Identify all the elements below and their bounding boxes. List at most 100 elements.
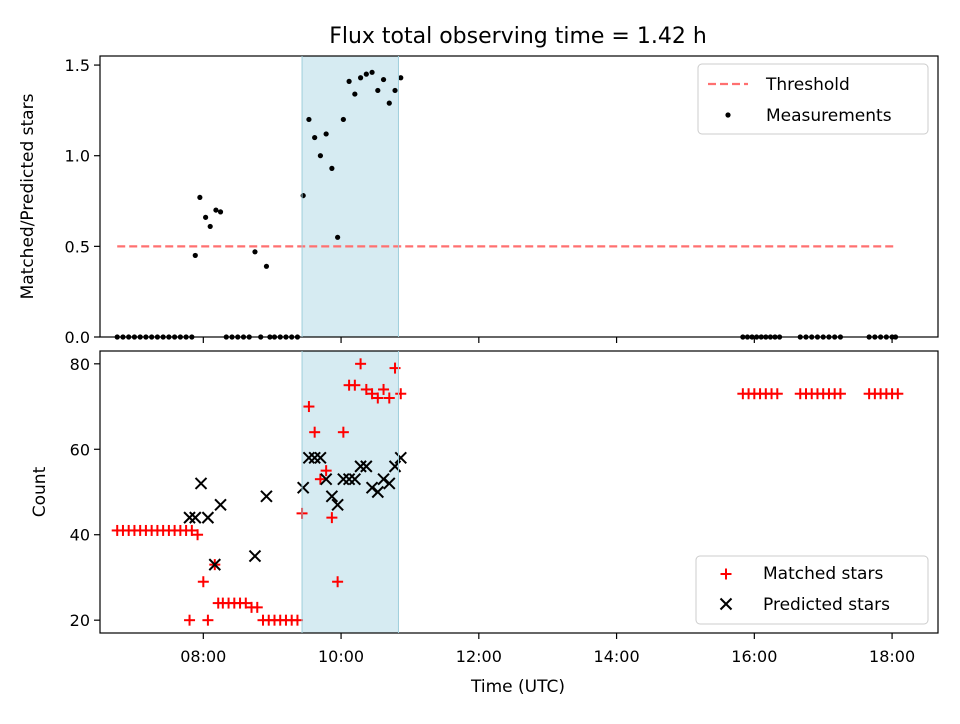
measurement-point (192, 252, 198, 259)
matched-star-point (192, 529, 204, 541)
matched-star-point (892, 388, 904, 400)
measurement-point (340, 116, 346, 123)
predicted-star-point-b (194, 477, 208, 490)
y-tick-label: 1.5 (65, 56, 90, 75)
top-legend: Threshold Measurements (697, 63, 929, 135)
predicted-star-point-b (296, 481, 310, 494)
top-highlight-span (302, 56, 399, 337)
x-tick-label: 18:00 (869, 647, 915, 666)
legend-threshold-label: Threshold (765, 75, 850, 95)
matched-star-point (202, 614, 214, 626)
measurement-point (252, 249, 258, 255)
legend-matched-swatch (720, 568, 732, 580)
matched-star-point (395, 388, 407, 400)
matched-star-point (771, 388, 783, 400)
y-tick-label: 20 (70, 611, 90, 630)
x-tick-label: 16:00 (731, 647, 777, 666)
measurement-point (317, 153, 324, 159)
matched-star-point (834, 388, 846, 400)
predicted-star-point (394, 451, 407, 465)
measurement-point (357, 75, 364, 81)
bottom-ticks-layer: 20 40 60 80 08:00 10:00 12:00 14:00 16:00 18:00 (70, 355, 915, 666)
predicted-star-point (331, 498, 344, 512)
top-axes-frame (99, 55, 939, 338)
matched-star-point (355, 358, 367, 370)
legend-predicted-label: Predicted stars (763, 595, 890, 615)
y-tick-label: 80 (70, 355, 90, 374)
matched-star-point (337, 426, 349, 438)
top-ticks-layer: 0.0 0.5 1.0 1.5 (65, 56, 893, 347)
predicted-star-point (365, 481, 379, 494)
predicted-star-point-b (308, 451, 321, 465)
x-tick-label: 14:00 (594, 647, 640, 666)
predicted-star-point-b (201, 511, 215, 524)
y-tick-label: 60 (70, 440, 90, 459)
predicted-star-point-b (189, 511, 202, 524)
matched-star-point (320, 465, 332, 477)
y-tick-label: 0.5 (65, 237, 90, 256)
legend-predicted-swatch-b (719, 597, 733, 611)
predicted-star-point-b (325, 490, 339, 503)
y-tick-label: 40 (70, 526, 90, 545)
top-panel: 0.0 0.5 1.0 1.5 Matched/Predicted stars Thr… (18, 55, 939, 347)
x-tick-label: 08:00 (180, 647, 226, 666)
predicted-star-point (354, 460, 367, 473)
predicted-star-point-b (302, 451, 316, 465)
predicted-star-point (342, 472, 356, 486)
measurement-point (386, 100, 392, 106)
matched-star-point (326, 512, 338, 524)
predicted-star-point (248, 549, 262, 563)
predicted-star-point (201, 511, 215, 524)
matched-star-point (378, 383, 390, 395)
predicted-star-point (214, 498, 227, 512)
measurement-point (217, 209, 224, 215)
legend-matched-label: Matched stars (763, 564, 883, 584)
predicted-star-point-b (348, 472, 362, 486)
legend-box (697, 63, 929, 135)
matched-star-point (186, 524, 198, 536)
bottom-xlabel: Time (UTC) (470, 677, 565, 697)
matched-star-point (251, 601, 263, 613)
measurement-point (398, 75, 404, 81)
predicted-star-point (348, 472, 362, 486)
matched-star-point (291, 614, 303, 626)
matched-star-point (240, 597, 252, 609)
predicted-star-point-b (377, 472, 390, 486)
x-tick-label: 12:00 (456, 647, 502, 666)
matched-star-point (303, 401, 315, 413)
bottom-ylabel: Count (30, 466, 50, 517)
predicted-star-point (208, 558, 222, 571)
predicted-star-point-b (183, 511, 196, 524)
legend-measurements-swatch (725, 112, 731, 118)
predicted-star-point-b (360, 460, 373, 473)
measurement-point (197, 194, 203, 201)
predicted-star-point (308, 451, 321, 465)
matched-star-point (332, 576, 344, 588)
matched-star-point (309, 426, 321, 438)
predicted-star-point-b (331, 498, 344, 512)
matched-star-point (349, 379, 361, 391)
bottom-legend: Matched stars Predicted stars (695, 555, 929, 625)
top-ylabel: Matched/Predicted stars (18, 93, 38, 299)
predicted-star-point-b (371, 485, 385, 499)
predicted-star-point (314, 451, 327, 465)
matched-star-point (197, 576, 209, 588)
predicted-star-point (302, 451, 316, 465)
matched-star-point (372, 392, 384, 404)
bottom-panel: 20 40 60 80 08:00 10:00 12:00 14:00 16:00 18:00 C… (30, 350, 939, 697)
predicted-star-point-b (342, 472, 356, 486)
measurement-point (329, 165, 335, 171)
predicted-star-point (325, 490, 339, 503)
measurement-point (346, 78, 352, 84)
matched-star-point (360, 383, 372, 395)
measurement-point (203, 214, 209, 220)
predicted-star-point-b (337, 472, 350, 486)
measurement-point (380, 76, 387, 83)
predicted-star-point (183, 511, 196, 524)
legend-box (695, 555, 929, 625)
predicted-star-point (296, 481, 310, 494)
measurement-point (352, 91, 358, 97)
measurement-point (312, 134, 318, 141)
legend-measurements-label: Measurements (766, 106, 892, 126)
